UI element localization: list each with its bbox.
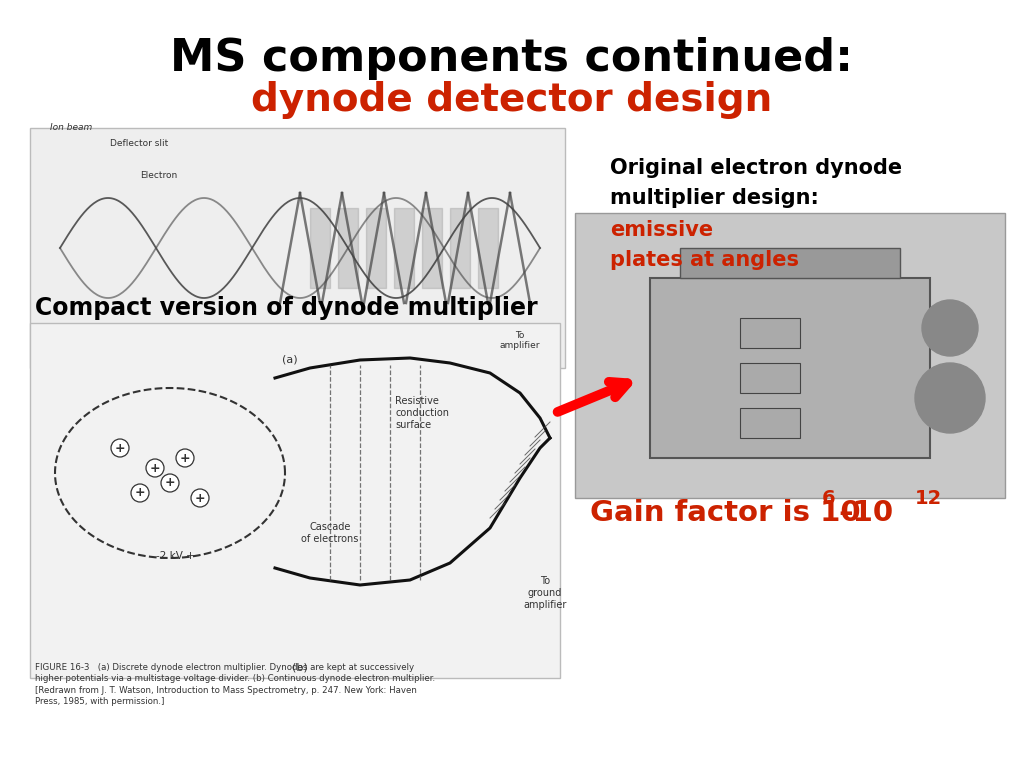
Text: FIGURE 16-3   (a) Discrete dynode electron multiplier. Dynodes are kept at succe: FIGURE 16-3 (a) Discrete dynode electron… [35, 663, 435, 707]
Circle shape [131, 484, 150, 502]
Text: emissive: emissive [610, 220, 713, 240]
Text: 6: 6 [822, 489, 836, 508]
Text: Original electron dynode: Original electron dynode [610, 158, 902, 178]
Circle shape [161, 474, 179, 492]
Text: dynode detector design: dynode detector design [251, 81, 773, 119]
Text: -2 kV +: -2 kV + [156, 551, 195, 561]
Bar [680, 248, 900, 278]
Text: –10: –10 [838, 499, 893, 527]
Bar [740, 363, 800, 393]
Text: (a): (a) [283, 355, 298, 365]
Text: multiplier design:: multiplier design: [610, 188, 826, 208]
Text: MS components continued:: MS components continued: [171, 37, 853, 80]
Text: Electron: Electron [140, 171, 177, 180]
Circle shape [176, 449, 194, 467]
Text: Compact version of dynode multiplier: Compact version of dynode multiplier [35, 296, 538, 320]
Circle shape [146, 459, 164, 477]
Text: +: + [115, 442, 125, 455]
Text: (b): (b) [292, 663, 308, 673]
Text: Gain factor is 10: Gain factor is 10 [590, 499, 860, 527]
Bar [740, 318, 800, 348]
Text: Ion beam: Ion beam [50, 123, 92, 132]
Bar [575, 213, 1005, 498]
FancyArrowPatch shape [558, 382, 628, 412]
Text: Resistive
conduction
surface: Resistive conduction surface [395, 396, 449, 429]
Text: To
amplifier: To amplifier [500, 330, 541, 350]
Text: +: + [150, 462, 161, 475]
Text: +: + [135, 486, 145, 499]
Text: plates at angles: plates at angles [610, 250, 799, 270]
Circle shape [111, 439, 129, 457]
Text: Cascade
of electrons: Cascade of electrons [301, 522, 358, 544]
Circle shape [915, 363, 985, 433]
Text: Deflector slit: Deflector slit [110, 139, 168, 148]
Text: +: + [195, 492, 206, 505]
Text: 12: 12 [915, 489, 942, 508]
Circle shape [191, 489, 209, 507]
Bar [30, 323, 560, 678]
Bar [30, 128, 565, 368]
Bar [650, 278, 930, 458]
Text: +: + [165, 476, 175, 489]
Circle shape [922, 300, 978, 356]
Bar [740, 408, 800, 438]
Text: To
ground
amplifier: To ground amplifier [523, 577, 566, 610]
Text: +: + [179, 452, 190, 465]
